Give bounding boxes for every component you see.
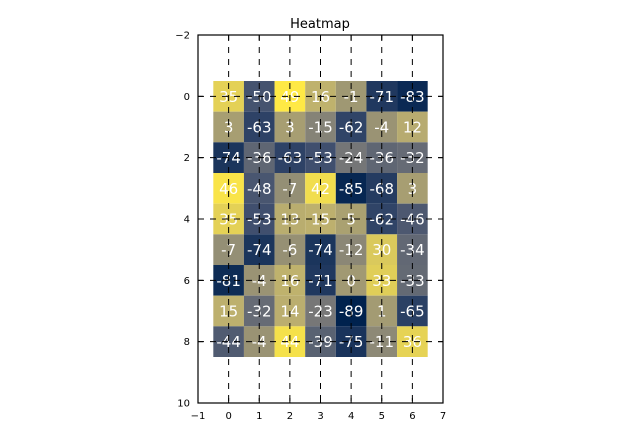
x-tick-label--1: −1 [191, 411, 206, 422]
heatmap-cell-r1-c6 [397, 111, 428, 143]
cell-value-label-r8-c6: 36 [403, 333, 422, 351]
cell-value-label-r5-c4: -12 [339, 241, 364, 259]
y-tick-label--2: −2 [175, 31, 190, 42]
y-tick-label-8: 8 [184, 337, 190, 348]
cell-value-label-r5-c0: -7 [221, 241, 236, 259]
cell-value-label-r3-c3: 42 [311, 180, 330, 198]
x-tick-label-0: 0 [225, 411, 231, 422]
heatmap-cell-r1-c3 [305, 111, 336, 143]
y-tick-label-0: 0 [184, 92, 190, 103]
heatmap-cell-r3-c4 [335, 173, 367, 204]
heatmap-cell-r1-c5 [366, 111, 398, 143]
heatmap-cell-r3-c3 [305, 173, 336, 204]
y-tick-label-10: 10 [177, 399, 190, 410]
x-tick-label-1: 1 [256, 411, 262, 422]
cell-value-label-r3-c2: -7 [282, 180, 297, 198]
heatmap-cell-r3-c1 [243, 173, 275, 204]
x-tick-label-4: 4 [348, 411, 354, 422]
x-tick-label-6: 6 [409, 411, 415, 422]
heatmap-cell-r1-c4 [335, 111, 367, 143]
cell-value-label-r3-c6: 3 [408, 180, 418, 198]
heatmap-cell-r3-c2 [274, 173, 306, 204]
cell-value-label-r1-c3: -15 [308, 119, 333, 137]
cell-value-label-r5-c2: -6 [282, 241, 297, 259]
y-tick-label-2: 2 [184, 153, 190, 164]
cell-value-label-r1-c1: -63 [247, 119, 272, 137]
cell-value-label-r3-c4: -85 [339, 180, 364, 198]
x-tick-label-3: 3 [317, 411, 323, 422]
cell-value-label-r1-c6: 12 [403, 119, 422, 137]
heatmap-cell-r1-c2 [274, 111, 306, 143]
cell-value-label-r8-c4: -75 [339, 333, 364, 351]
heatmap-cell-r3-c6 [397, 173, 428, 204]
cell-value-label-r3-c1: -48 [247, 180, 272, 198]
y-tick-label-4: 4 [184, 215, 190, 226]
cell-value-label-r3-c5: -68 [370, 180, 395, 198]
heatmap-cell-r1-c1 [243, 111, 275, 143]
x-tick-label-2: 2 [287, 411, 293, 422]
cell-value-label-r1-c2: 3 [285, 119, 295, 137]
cell-value-label-r1-c4: -62 [339, 119, 364, 137]
cell-value-label-r5-c3: -74 [308, 241, 333, 259]
chart-title: Heatmap [290, 17, 350, 32]
grid-lines [198, 35, 443, 403]
y-tick-label-6: 6 [184, 276, 190, 287]
heatmap-cell-r3-c5 [366, 173, 398, 204]
cell-value-label-r1-c0: 3 [224, 119, 234, 137]
cell-value-label-r5-c5: 30 [372, 241, 391, 259]
cell-value-label-r5-c1: -74 [247, 241, 272, 259]
heatmap-cell-r1-c0 [213, 111, 244, 143]
cell-value-label-r1-c5: -4 [374, 119, 389, 137]
x-tick-label-5: 5 [379, 411, 385, 422]
x-tick-label-7: 7 [440, 411, 446, 422]
cell-value-label-r8-c0: -44 [216, 333, 241, 351]
heatmap-cell-r3-c0 [213, 173, 244, 204]
cell-value-label-r5-c6: -34 [400, 241, 425, 259]
cell-value-label-r3-c0: 46 [219, 180, 238, 198]
cell-value-label-r8-c2: 44 [280, 333, 299, 351]
